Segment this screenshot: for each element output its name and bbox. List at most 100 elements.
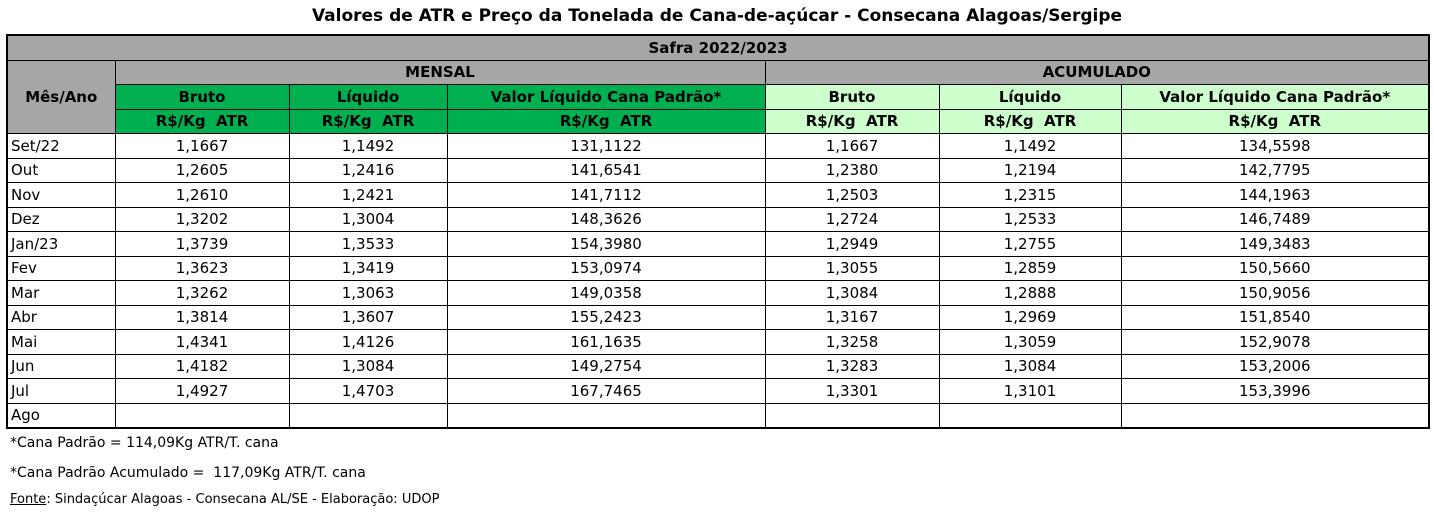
value-cell: 141,6541 xyxy=(446,157,766,183)
value-cell: 1,3084 xyxy=(288,353,448,379)
value-cell: 1,2755 xyxy=(938,231,1122,257)
group-header: MENSAL xyxy=(114,59,766,85)
value-cell: 161,1635 xyxy=(446,329,766,355)
value-cell: 167,7465 xyxy=(446,378,766,404)
value-cell: 1,3084 xyxy=(764,280,940,306)
value-cell: 1,4703 xyxy=(288,378,448,404)
data-row: Abr 1,3814 1,3607 155,2423 1,3167 1,2969 151,8… xyxy=(6,304,1430,330)
month-cell: Fev xyxy=(6,255,116,281)
value-cell: 1,3004 xyxy=(288,206,448,232)
month-header: Mês/Ano xyxy=(6,59,116,134)
value-cell: 1,2194 xyxy=(938,157,1122,183)
value-cell xyxy=(288,402,448,429)
value-cell: 1,4927 xyxy=(114,378,290,404)
column-header: Líquido xyxy=(938,84,1122,110)
month-cell: Abr xyxy=(6,304,116,330)
month-cell: Mar xyxy=(6,280,116,306)
month-cell: Nov xyxy=(6,182,116,208)
value-cell: 1,4341 xyxy=(114,329,290,355)
value-cell: 1,3814 xyxy=(114,304,290,330)
safra-header: Safra 2022/2023 xyxy=(6,34,1430,61)
value-cell: 149,0358 xyxy=(446,280,766,306)
value-cell: 150,5660 xyxy=(1120,255,1430,281)
value-cell: 1,3623 xyxy=(114,255,290,281)
value-cell: 1,2533 xyxy=(938,206,1122,232)
value-cell: 1,1492 xyxy=(938,133,1122,159)
column-header: Valor Líquido Cana Padrão* xyxy=(1120,84,1430,110)
title: Valores de ATR e Preço da Tonelada de Ca… xyxy=(311,6,1123,26)
value-cell: 1,3533 xyxy=(288,231,448,257)
value-cell: 153,3996 xyxy=(1120,378,1430,404)
unit-header: R$/Kg ATR xyxy=(938,108,1122,134)
value-cell: 1,2859 xyxy=(938,255,1122,281)
value-cell: 154,3980 xyxy=(446,231,766,257)
value-cell: 1,1492 xyxy=(288,133,448,159)
source: Fonte: Sindaçúcar Alagoas - Consecana AL… xyxy=(10,492,439,507)
value-cell: 1,2969 xyxy=(938,304,1122,330)
value-cell: 155,2423 xyxy=(446,304,766,330)
value-cell: 1,2315 xyxy=(938,182,1122,208)
month-cell: Jan/23 xyxy=(6,231,116,257)
value-cell: 1,3101 xyxy=(938,378,1122,404)
value-cell: 134,5598 xyxy=(1120,133,1430,159)
source-text: : Sindaçúcar Alagoas - Consecana AL/SE -… xyxy=(46,492,440,507)
value-cell xyxy=(764,402,940,429)
column-header: Bruto xyxy=(114,84,290,110)
column-header-row: Bruto Líquido Valor Líquido Cana Padrão* Br… xyxy=(7,84,1430,110)
value-cell xyxy=(446,402,766,429)
month-cell: Out xyxy=(6,157,116,183)
value-cell: 149,3483 xyxy=(1120,231,1430,257)
footnote: *Cana Padrão Acumulado = 117,09Kg ATR/T.… xyxy=(10,465,366,481)
table-body: Set/22 1,1667 1,1492 131,1122 1,1667 1,1492 13… xyxy=(6,133,1430,429)
value-cell: 1,2380 xyxy=(764,157,940,183)
data-row: Jul 1,4927 1,4703 167,7465 1,3301 1,3101 153,3… xyxy=(6,378,1430,404)
value-cell: 1,4182 xyxy=(114,353,290,379)
month-cell: Jul xyxy=(6,378,116,404)
value-cell: 1,3258 xyxy=(764,329,940,355)
unit-header: R$/Kg ATR xyxy=(288,108,448,134)
unit-header: R$/Kg ATR xyxy=(114,108,290,134)
value-cell: 1,3084 xyxy=(938,353,1122,379)
value-cell: 1,3607 xyxy=(288,304,448,330)
month-cell: Set/22 xyxy=(6,133,116,159)
value-cell: 142,7795 xyxy=(1120,157,1430,183)
value-cell xyxy=(938,402,1122,429)
data-row: Dez 1,3202 1,3004 148,3626 1,2724 1,2533 146,7… xyxy=(6,206,1430,232)
value-cell: 144,1963 xyxy=(1120,182,1430,208)
value-cell: 148,3626 xyxy=(446,206,766,232)
unit-header: R$/Kg ATR xyxy=(446,108,766,134)
value-cell: 1,2503 xyxy=(764,182,940,208)
value-cell: 1,2421 xyxy=(288,182,448,208)
value-cell: 152,9078 xyxy=(1120,329,1430,355)
value-cell: 1,3739 xyxy=(114,231,290,257)
month-cell: Dez xyxy=(6,206,116,232)
data-row: Out 1,2605 1,2416 141,6541 1,2380 1,2194 142,7… xyxy=(6,157,1430,183)
footnote: *Cana Padrão = 114,09Kg ATR/T. cana xyxy=(10,435,279,451)
value-cell: 1,2605 xyxy=(114,157,290,183)
value-cell: 1,3283 xyxy=(764,353,940,379)
value-cell: 146,7489 xyxy=(1120,206,1430,232)
unit-header: R$/Kg ATR xyxy=(1120,108,1430,134)
value-cell: 1,3202 xyxy=(114,206,290,232)
month-cell: Mai xyxy=(6,329,116,355)
value-cell: 1,1667 xyxy=(114,133,290,159)
data-row: Mai 1,4341 1,4126 161,1635 1,3258 1,3059 152,9… xyxy=(6,329,1430,355)
group-header: ACUMULADO xyxy=(764,59,1430,85)
unit-row: R$/Kg ATR R$/Kg ATR R$/Kg ATR R$/Kg ATR R$/K… xyxy=(7,108,1430,134)
data-row: Mar 1,3262 1,3063 149,0358 1,3084 1,2888 150,9… xyxy=(6,280,1430,306)
value-cell: 150,9056 xyxy=(1120,280,1430,306)
value-cell: 1,3063 xyxy=(288,280,448,306)
table-head: Safra 2022/2023 Mês/Ano MENSAL ACUMULADO… xyxy=(6,34,1430,134)
value-cell xyxy=(114,402,290,429)
value-cell: 1,2610 xyxy=(114,182,290,208)
value-cell: 1,3167 xyxy=(764,304,940,330)
value-cell: 1,2416 xyxy=(288,157,448,183)
value-cell: 149,2754 xyxy=(446,353,766,379)
data-row: Ago xyxy=(6,402,1430,429)
value-cell: 1,3055 xyxy=(764,255,940,281)
data-row: Jun 1,4182 1,3084 149,2754 1,3283 1,3084 153,2… xyxy=(6,353,1430,379)
value-cell: 1,3301 xyxy=(764,378,940,404)
data-row: Nov 1,2610 1,2421 141,7112 1,2503 1,2315 144,1… xyxy=(6,182,1430,208)
source-label: Fonte xyxy=(10,492,47,507)
